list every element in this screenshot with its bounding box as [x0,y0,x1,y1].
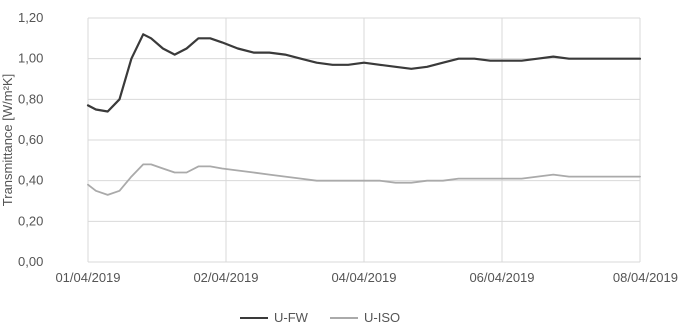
x-axis-ticks: 01/04/2019 02/04/2019 04/04/2019 06/04/2019… [55,270,678,285]
series-layer [86,33,642,196]
legend-label: U-FW [274,310,309,325]
grid [87,17,641,263]
y-tick-label: 0,40 [18,173,43,188]
x-tick-label: 08/04/2019 [613,270,678,285]
y-tick-label: 0,00 [18,254,43,269]
y-tick-label: 0,60 [18,132,43,147]
x-tick-label: 06/04/2019 [469,270,534,285]
legend: U-FW U-ISO [240,310,400,325]
y-tick-label: 0,20 [18,213,43,228]
y-axis-title: Transmittance [W/m²K] [0,74,15,206]
series-line-u-iso [87,163,641,196]
series-line-u-fw [86,33,642,113]
y-axis-ticks: 0,00 0,20 0,40 0,60 0,80 1,00 1,20 [18,10,43,269]
x-tick-label: 01/04/2019 [55,270,120,285]
x-tick-label: 04/04/2019 [331,270,396,285]
legend-label: U-ISO [364,310,400,325]
y-tick-label: 0,80 [18,91,43,106]
y-tick-label: 1,00 [18,51,43,66]
x-tick-label: 02/04/2019 [193,270,258,285]
y-tick-label: 1,20 [18,10,43,25]
